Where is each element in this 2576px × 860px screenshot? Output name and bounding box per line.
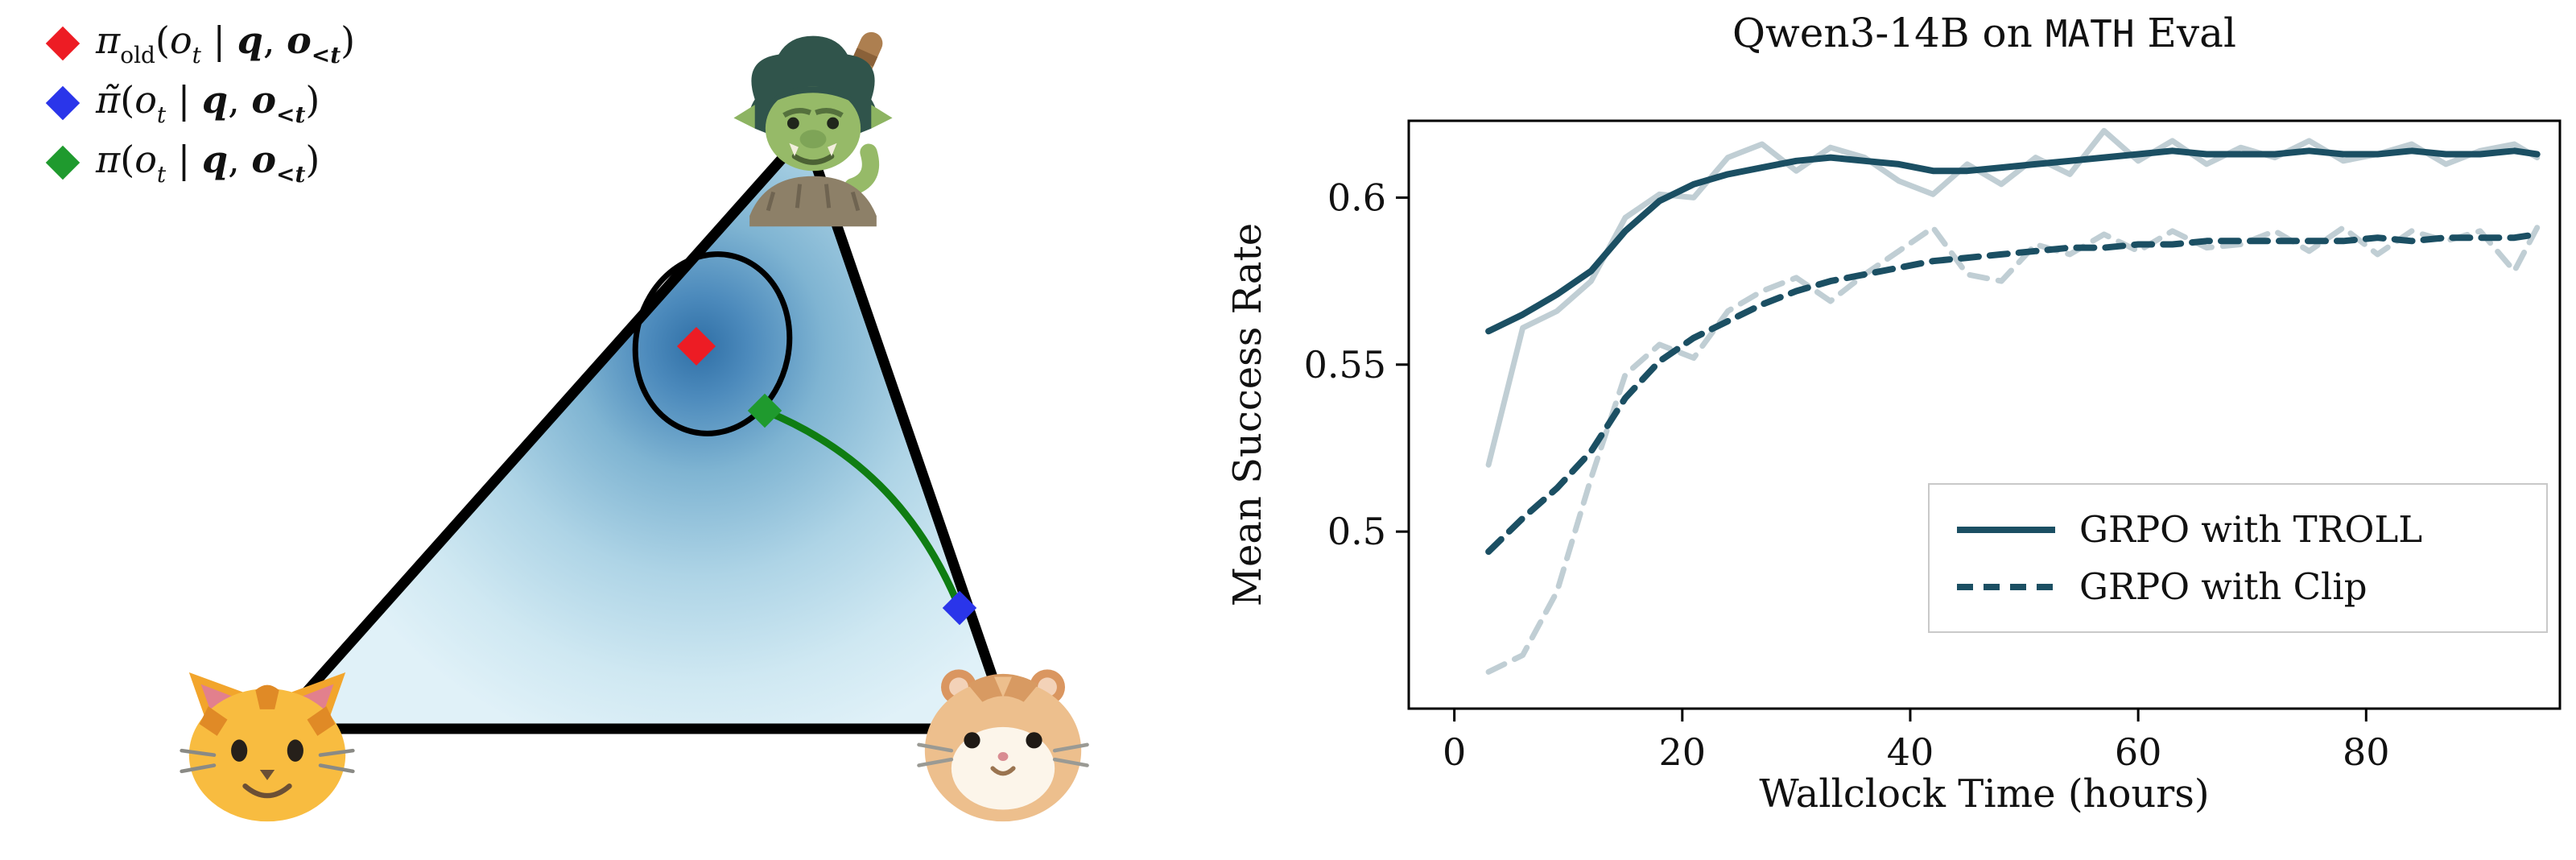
chart-title-prefix: Qwen3-14B on <box>1732 10 2046 56</box>
series-grpo-with-clip <box>1485 231 2541 556</box>
pi-marker <box>45 145 80 180</box>
x-tick-label: 40 <box>1887 730 1934 774</box>
simplex-legend: πold(ot | q, o<t) π̃(ot | q, o<t) π(ot |… <box>44 16 355 190</box>
trust-region-ellipse <box>632 251 793 436</box>
dashed-line-sample <box>1957 583 2055 590</box>
line-chart: 0 20 40 60 80 0.5 0.55 0.6 <box>1304 119 2562 774</box>
legend-entry-label: GRPO with TROLL <box>2079 508 2423 551</box>
x-tick-label: 60 <box>2115 730 2162 774</box>
y-tick-label: 0.5 <box>1327 510 1386 553</box>
chart-title: Qwen3-14B on MATH Eval <box>1409 10 2560 56</box>
series-grpo-with-clip-raw- <box>1485 225 2541 675</box>
x-tick-label: 0 <box>1443 730 1466 774</box>
probability-simplex-triangle <box>268 127 1016 734</box>
simplex-diagram <box>268 127 1016 734</box>
pi-tilde-marker <box>45 85 80 121</box>
legend-item-pi: π(ot | q, o<t) <box>44 135 355 190</box>
legend-item-label: πold(ot | q, o<t) <box>96 19 356 68</box>
chart-legend: GRPO with TROLL GRPO with Clip <box>1928 483 2548 633</box>
solid-line-sample <box>1957 526 2055 533</box>
y-axis-label: Mean Success Rate <box>1225 222 1270 607</box>
legend-item-label: π(ot | q, o<t) <box>96 138 320 188</box>
x-tick-label: 80 <box>2343 730 2390 774</box>
legend-entry-clip: GRPO with Clip <box>1954 565 2546 608</box>
pi-tilde-point <box>942 590 977 626</box>
plot-frame <box>1407 119 2562 710</box>
simplex-panel: πold(ot | q, o<t) π̃(ot | q, o<t) π(ot |… <box>0 0 1167 860</box>
chart-title-mono: MATH <box>2045 12 2135 56</box>
policy-trajectory-curve <box>761 407 964 612</box>
pi-old-point <box>676 326 716 366</box>
cat-icon <box>180 672 355 822</box>
legend-item-pi-tilde: π̃(ot | q, o<t) <box>44 76 355 130</box>
legend-entry-label: GRPO with Clip <box>2079 565 2368 608</box>
legend-item-pi-old: πold(ot | q, o<t) <box>44 16 355 71</box>
pi-old-marker <box>45 26 80 61</box>
y-tick-label: 0.6 <box>1327 176 1386 219</box>
series-grpo-with-troll <box>1485 147 2541 335</box>
hamster-icon <box>917 669 1089 822</box>
chart-title-suffix: Eval <box>2134 10 2236 56</box>
x-axis-label: Wallclock Time (hours) <box>1759 771 2210 817</box>
x-tick-label: 20 <box>1659 730 1707 774</box>
chart-panel: Qwen3-14B on MATH Eval 0 20 40 60 80 0.5 0.55 0… <box>1167 0 2576 860</box>
y-tick-label: 0.55 <box>1304 343 1386 387</box>
troll-icon <box>733 31 893 227</box>
legend-entry-troll: GRPO with TROLL <box>1954 508 2546 551</box>
legend-item-label: π̃(ot | q, o<t) <box>96 78 320 128</box>
series-grpo-with-troll-raw- <box>1485 127 2541 468</box>
